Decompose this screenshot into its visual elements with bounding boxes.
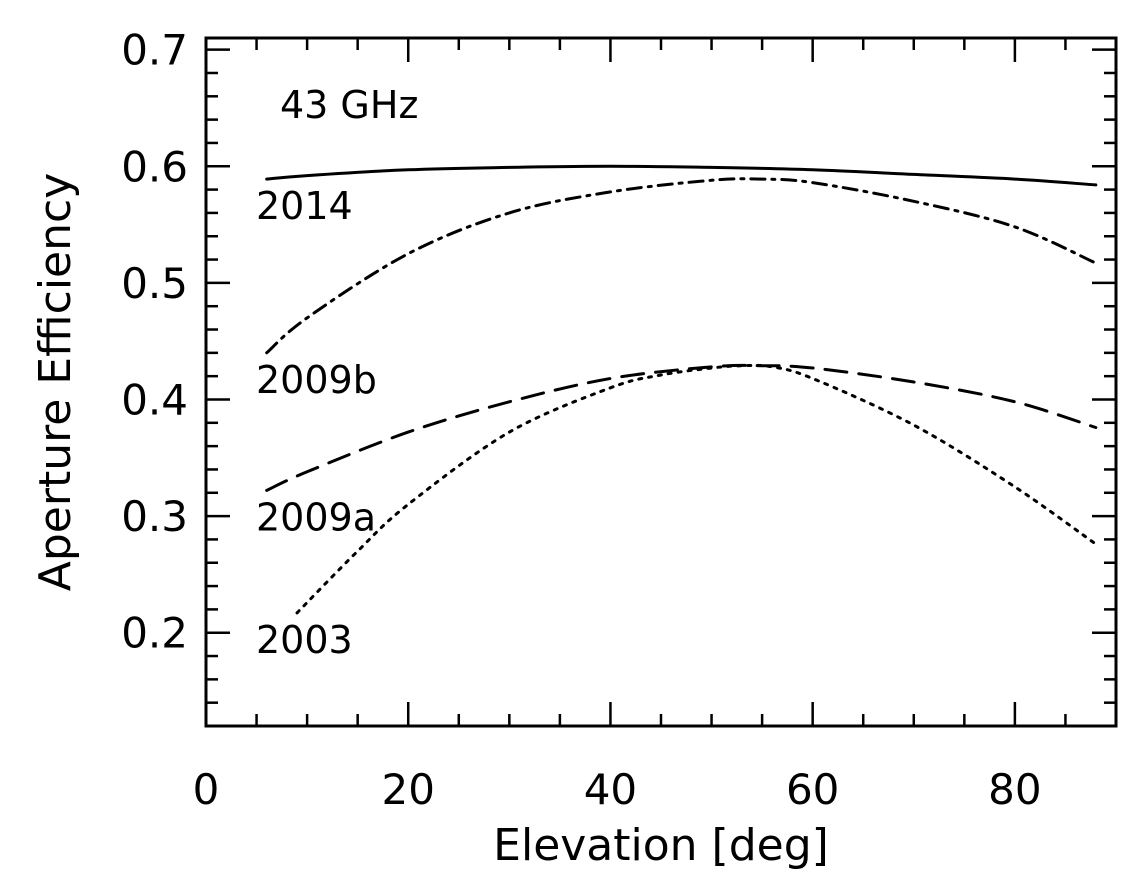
series-line-2009b — [265, 177, 1098, 355]
series-layer — [265, 164, 1098, 615]
x-tick-label: 80 — [988, 765, 1041, 814]
series-label-2014: 2014 — [256, 184, 353, 228]
x-tick-label: 40 — [584, 765, 637, 814]
y-tick-label: 0.3 — [121, 492, 188, 541]
x-tick-label: 60 — [786, 765, 839, 814]
x-axis-title: Elevation [deg] — [493, 820, 829, 871]
series-label-2003: 2003 — [256, 618, 353, 662]
y-axis-title: Aperture Efficiency — [30, 173, 81, 591]
y-tick-label: 0.2 — [121, 609, 188, 658]
y-tick-label: 0.7 — [121, 26, 188, 75]
plot-frame — [204, 36, 1118, 728]
series-line-2003 — [295, 363, 1098, 615]
x-tick-label: 0 — [193, 765, 220, 814]
x-tick-label: 20 — [381, 765, 434, 814]
y-tick-label: 0.4 — [121, 375, 188, 424]
series-line-2014 — [265, 164, 1098, 187]
frequency-annotation: 43 GHz — [280, 83, 418, 127]
y-tick-label: 0.6 — [121, 142, 188, 191]
labels-layer: 2014 2009b 2009a 2003 — [256, 184, 377, 662]
series-label-2009a: 2009a — [256, 495, 376, 539]
series-line-2009a — [265, 363, 1098, 492]
ticks-layer: 0 20 40 60 80 0.2 0.3 0.4 0.5 0.6 0.7 — [121, 26, 1116, 814]
series-label-2009b: 2009b — [256, 358, 377, 402]
y-tick-label: 0.5 — [121, 259, 188, 308]
